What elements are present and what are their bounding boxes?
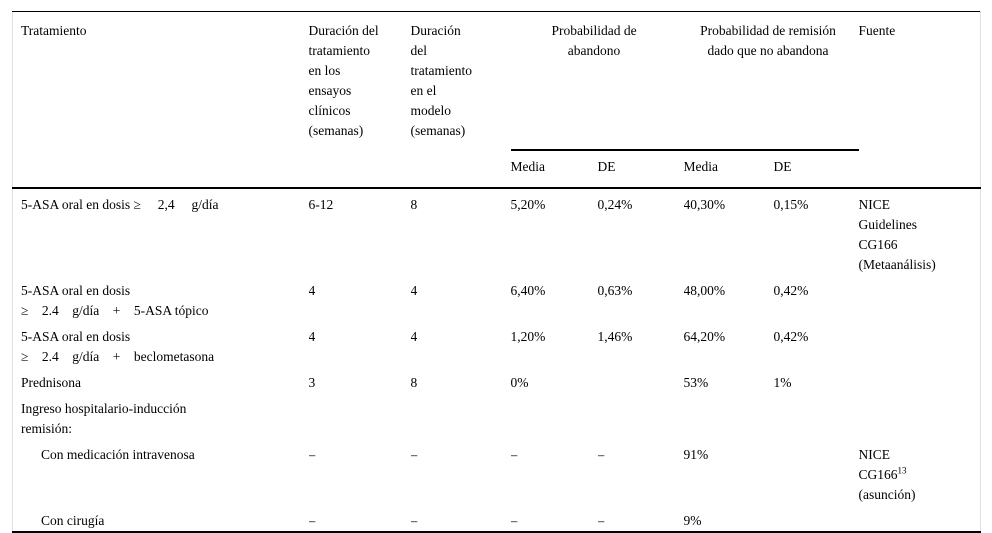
cell-abandono-de: 0,24% (597, 197, 633, 212)
table-body: 5-ASA oral en dosis ≥ 2,4 g/día 6-12 8 5… (13, 188, 981, 532)
cell-remision-media: 64,20% (683, 329, 726, 344)
col-header-duracion-modelo: Duración del tratamiento en el modelo (s… (410, 11, 511, 189)
cell-duracion-modelo: 4 (410, 283, 418, 298)
table-row: Con medicación intravenosa – – – – 91% N… (13, 439, 981, 505)
cell-tratamiento: 5-ASA oral en dosis ≥ 2,4 g/día (21, 197, 219, 212)
cell-duracion-modelo (411, 393, 511, 439)
citation-superscript: 13 (897, 465, 907, 476)
cell-remision-de: 0,42% (773, 283, 809, 298)
cell-abandono-media: 6,40% (510, 283, 546, 298)
table-row: Ingreso hospitalario-inducción remisión: (13, 393, 981, 439)
table-header: Tratamiento Duración del tratamiento en … (12, 11, 981, 189)
cell-fuente (859, 393, 981, 439)
cell-fuente (859, 367, 981, 393)
cell-remision-de (774, 505, 859, 532)
cell-fuente (859, 275, 981, 321)
col-header-remision-media: Media (683, 150, 774, 189)
cell-abandono-media: – (510, 513, 518, 528)
cell-abandono-media: 0% (510, 375, 529, 390)
fuente-text: (asunción) (858, 487, 916, 502)
cell-remision-de: 1% (773, 375, 792, 390)
cell-duracion-ensayos (309, 393, 411, 439)
cell-remision-media (684, 393, 774, 439)
col-header-abandono-de: DE (597, 150, 684, 189)
cell-remision-media: 91% (683, 447, 709, 462)
table-row: 5-ASA oral en dosis ≥ 2.4 g/día + 5-ASA … (13, 275, 981, 321)
col-header-abandono-media: Media (510, 150, 598, 189)
cell-duracion-modelo: 8 (410, 375, 418, 390)
group-header-probabilidad-remision: Probabilidad de remisión dado que no aba… (683, 11, 859, 151)
col-header-remision-de: DE (773, 150, 859, 189)
header-row-groups: Tratamiento Duración del tratamiento en … (12, 11, 981, 189)
table-row: 5-ASA oral en dosis ≥ 2.4 g/día + beclom… (13, 321, 981, 367)
cell-duracion-ensayos: 3 (308, 375, 316, 390)
cell-tratamiento: Prednisona (21, 375, 81, 390)
cell-abandono-media (511, 393, 598, 439)
cell-duracion-modelo: 8 (410, 197, 418, 212)
cell-abandono-media: – (510, 447, 518, 462)
cell-tratamiento: 5-ASA oral en dosis ≥ 2.4 g/día + beclom… (21, 329, 215, 364)
cell-tratamiento: Ingreso hospitalario-inducción remisión: (21, 401, 187, 436)
cell-fuente: NICE Guidelines CG166 (Metaanálisis) (858, 197, 936, 272)
table-row: Prednisona 3 8 0% 53% 1% (13, 367, 981, 393)
cell-fuente (859, 321, 981, 367)
cell-remision-de (774, 393, 859, 439)
fuente-text: NICE CG166 (858, 447, 898, 482)
cell-abandono-media: 5,20% (510, 197, 546, 212)
cell-remision-de: 0,42% (773, 329, 809, 344)
table-row: 5-ASA oral en dosis ≥ 2,4 g/día 6-12 8 5… (13, 188, 981, 275)
cell-remision-de: 0,15% (773, 197, 809, 212)
table-row: Con cirugía – – – – 9% (13, 505, 981, 532)
cell-duracion-modelo: – (410, 447, 418, 462)
cell-remision-media: 53% (683, 375, 709, 390)
cell-duracion-modelo: – (410, 513, 418, 528)
cell-tratamiento: Con cirugía (41, 513, 105, 528)
cell-remision-media: 48,00% (683, 283, 726, 298)
cell-duracion-ensayos: 6-12 (308, 197, 334, 212)
cell-fuente (859, 505, 981, 532)
cell-abandono-de (598, 367, 684, 393)
cell-abandono-de: 0,63% (597, 283, 633, 298)
cell-duracion-ensayos: 4 (308, 283, 316, 298)
cell-abandono-de (598, 393, 684, 439)
cell-remision-de (774, 439, 859, 505)
treatment-probabilities-table: Tratamiento Duración del tratamiento en … (12, 11, 982, 533)
cell-duracion-ensayos: – (308, 513, 316, 528)
cell-tratamiento: Con medicación intravenosa (41, 447, 195, 462)
group-header-probabilidad-abandono: Probabilidad de abandono (510, 11, 684, 151)
cell-remision-media: 9% (683, 513, 702, 528)
cell-abandono-de: 1,46% (597, 329, 633, 344)
cell-fuente: NICE CG16613 (asunción) (859, 439, 981, 505)
cell-duracion-ensayos: 4 (308, 329, 316, 344)
cell-tratamiento: 5-ASA oral en dosis ≥ 2.4 g/día + 5-ASA … (21, 283, 209, 318)
header-row-subcolumns: Media DE Media DE (13, 150, 981, 189)
cell-duracion-ensayos: – (308, 447, 316, 462)
cell-abandono-de: – (597, 447, 605, 462)
cell-abandono-de: – (597, 513, 605, 528)
col-header-tratamiento: Tratamiento (12, 11, 309, 189)
col-header-fuente: Fuente (858, 11, 981, 189)
cell-remision-media: 40,30% (683, 197, 726, 212)
cell-duracion-modelo: 4 (410, 329, 418, 344)
col-header-duracion-ensayos: Duración del tratamiento en los ensayos … (308, 11, 411, 189)
cell-abandono-media: 1,20% (510, 329, 546, 344)
